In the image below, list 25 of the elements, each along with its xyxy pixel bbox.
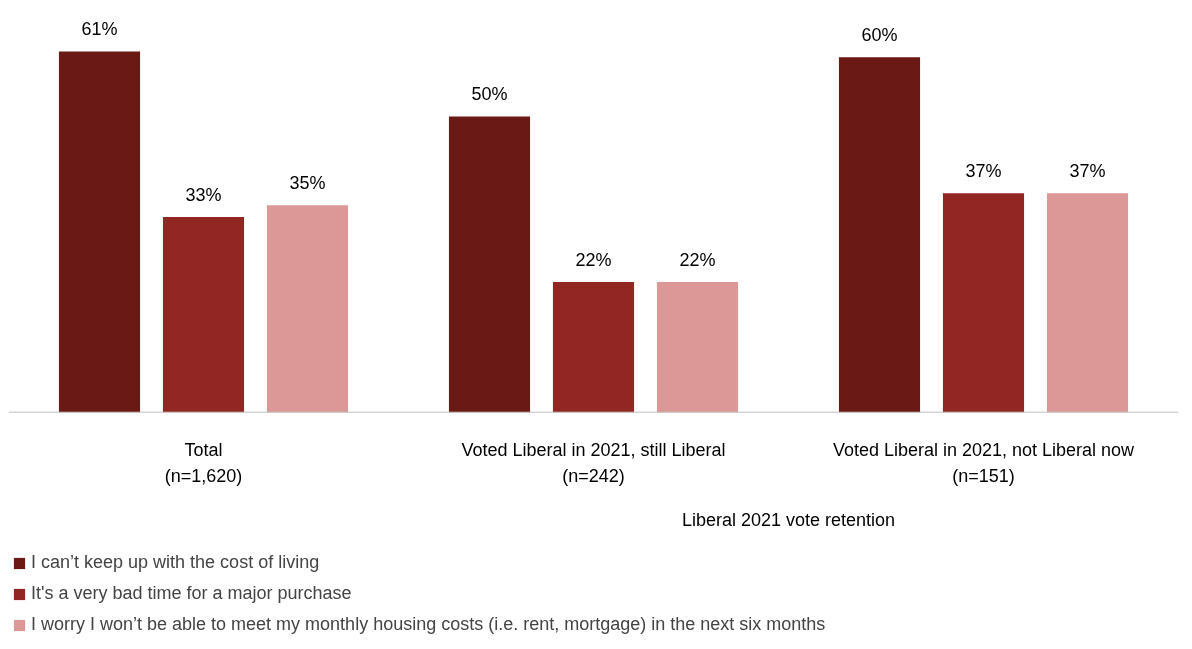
legend-label: It's a very bad time for a major purchase [31,583,352,604]
bar [266,205,349,413]
data-label: 22% [575,250,612,271]
data-label: 37% [1069,161,1106,182]
data-label: 22% [679,250,716,271]
data-label: 35% [289,173,326,194]
legend-label: I worry I won’t be able to meet my monthly housing costs (i.e. rent, mortgage) in the next six months [31,614,826,635]
data-label: 61% [81,19,118,40]
bar [552,282,635,413]
text: Liberal 2021 vote retention [681,510,896,531]
data-label: 33% [185,185,222,206]
legend-label: I can’t keep up with the cost of living [31,552,320,573]
data-label: 50% [471,84,508,105]
bar [838,57,921,413]
data-label: 37% [965,161,1002,182]
bar [162,217,245,413]
x-tick-label: Voted Liberal in 2021, not Liberal now (n=151) [832,440,1136,487]
bar [656,282,739,413]
data-label: 60% [861,25,898,46]
bar [1046,193,1129,413]
bar [58,51,141,413]
bar [448,116,531,413]
x-tick-label: Total (n=1,620) [164,440,243,487]
x-tick-label: Voted Liberal in 2021, still Liberal (n=242) [461,440,726,487]
bar [942,193,1025,413]
